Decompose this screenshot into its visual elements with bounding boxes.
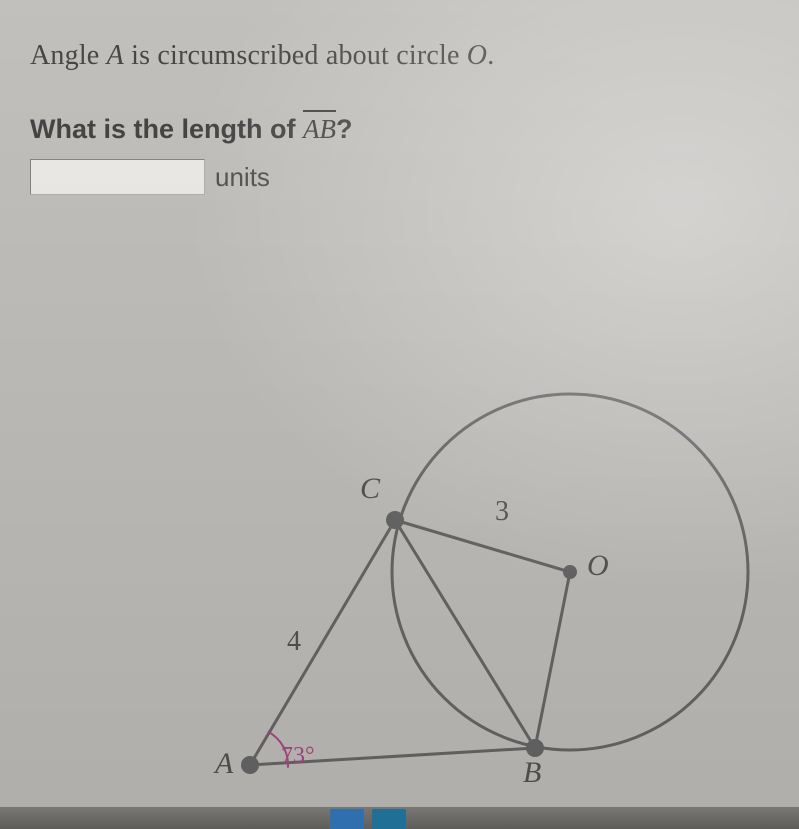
- geometry-svg: A B C O 4 3 73°: [195, 350, 755, 810]
- taskbar-app-icon[interactable]: [372, 809, 406, 829]
- problem-statement: Angle A is circumscribed about circle O.: [30, 40, 779, 72]
- variable-a: A: [107, 40, 124, 71]
- svg-text:B: B: [523, 756, 541, 789]
- answer-input[interactable]: [30, 159, 205, 195]
- text: ?: [336, 114, 353, 144]
- text: is circumscribed about circle: [124, 40, 467, 71]
- svg-text:C: C: [360, 472, 381, 505]
- svg-text:O: O: [587, 549, 609, 582]
- geometry-figure: A B C O 4 3 73°: [195, 350, 755, 810]
- svg-text:4: 4: [287, 626, 301, 657]
- taskbar-app-icon[interactable]: [330, 809, 364, 829]
- text: .: [487, 40, 494, 71]
- text: What is the length of: [30, 114, 303, 144]
- problem-content: Angle A is circumscribed about circle O.…: [30, 40, 779, 195]
- svg-text:A: A: [213, 747, 234, 780]
- svg-text:73°: 73°: [281, 743, 315, 769]
- variable-o: O: [467, 40, 487, 71]
- units-label: units: [215, 162, 270, 193]
- segment-ab-overline: AB: [303, 112, 336, 144]
- taskbar: [0, 807, 799, 829]
- svg-text:3: 3: [495, 496, 509, 527]
- answer-row: units: [30, 159, 779, 195]
- text: Angle: [30, 40, 107, 71]
- question-text: What is the length of AB?: [30, 114, 779, 145]
